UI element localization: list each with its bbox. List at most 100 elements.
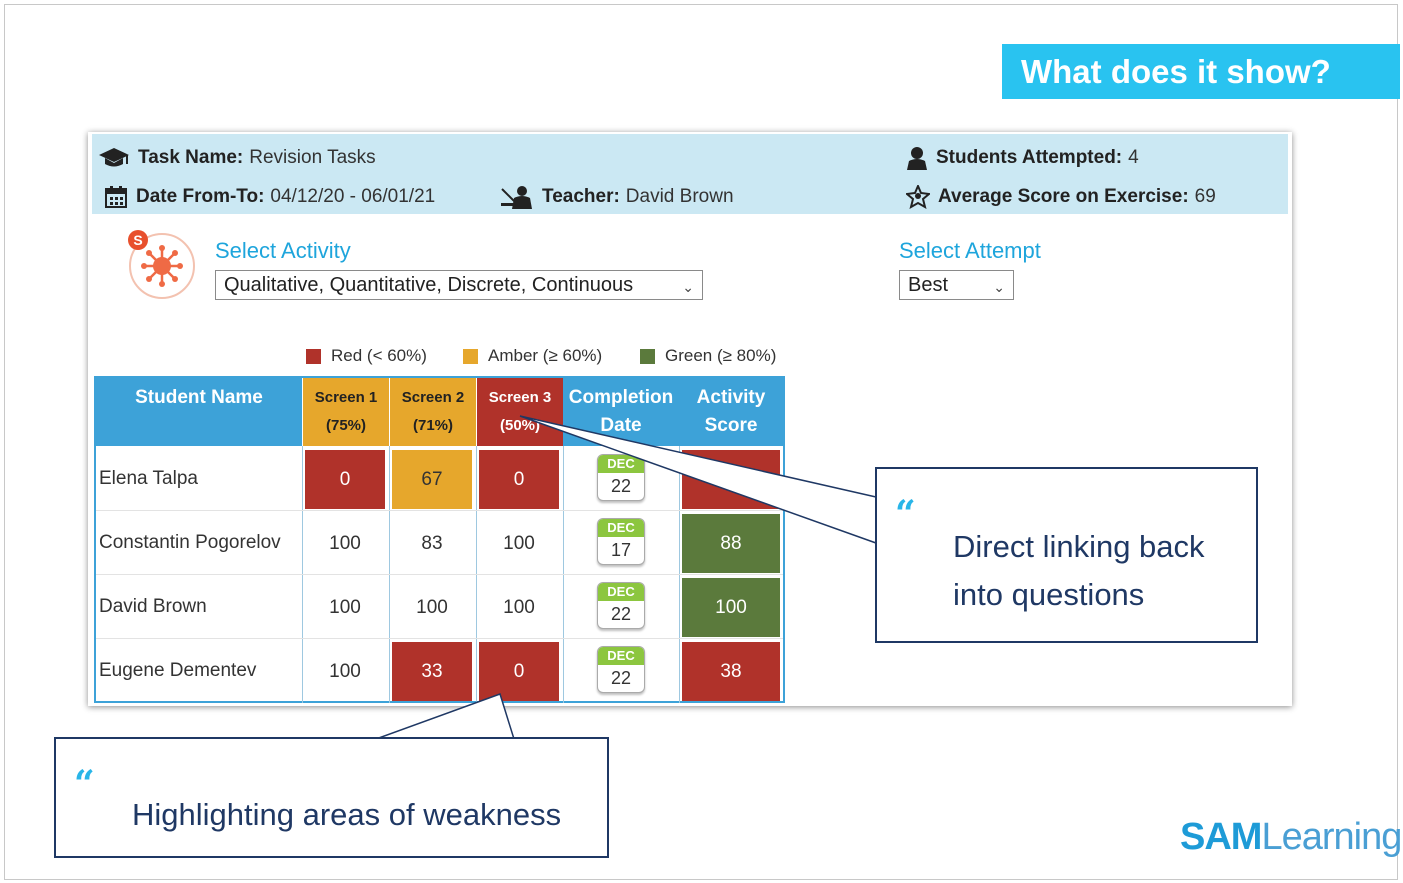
header-student-name: Student Name: [96, 378, 302, 446]
completion-date-calendar: DEC 22: [597, 646, 645, 693]
slide-title: What does it show?: [1002, 44, 1400, 99]
header-screen-3-title: Screen 3: [488, 389, 552, 406]
task-info-bar: Task Name: Revision Tasks Date From-To: …: [92, 134, 1288, 214]
results-table: Student Name Screen 1 (75%) Screen 2 (71…: [94, 376, 785, 703]
task-name-value: Revision Tasks: [249, 147, 376, 168]
legend-red: Red (< 60%): [306, 346, 427, 366]
logo-learning: Learning: [1261, 816, 1402, 858]
header-screen-2-pct: (71%): [412, 417, 453, 434]
header-screen-1-pct: (75%): [325, 417, 366, 434]
screen-1-score-cell[interactable]: 0: [305, 450, 385, 509]
legend-green: Green (≥ 80%): [640, 346, 776, 366]
chevron-down-icon: ⌄: [993, 279, 1005, 295]
legend-amber-label: Amber (≥ 60%): [488, 346, 603, 365]
header-completion-line2: Date: [600, 415, 642, 436]
task-name-label: Task Name:: [138, 147, 244, 168]
weakness-quote-mark: “: [74, 763, 95, 805]
date-range-field: Date From-To: 04/12/20 - 06/01/21: [104, 185, 435, 209]
header-screen-1[interactable]: Screen 1 (75%): [302, 378, 389, 446]
header-screen-1-title: Screen 1: [314, 389, 378, 406]
screen-1-score-cell[interactable]: 100: [329, 660, 361, 682]
row-divider: [96, 574, 783, 575]
screen-1-score-cell[interactable]: 100: [329, 596, 361, 618]
header-completion-line1: Completion: [568, 387, 674, 408]
header-screen-2[interactable]: Screen 2 (71%): [389, 378, 476, 446]
screen-2-score-cell[interactable]: 83: [421, 532, 443, 554]
select-attempt-value: Best: [908, 274, 949, 296]
completion-date-calendar: DEC 22: [597, 582, 645, 629]
linking-quote-mark: “: [895, 493, 916, 535]
screen-2-score-cell[interactable]: 67: [392, 450, 472, 509]
header-completion-date: Completion Date: [563, 378, 679, 446]
students-attempted-field: Students Attempted: 4: [906, 146, 1139, 170]
select-activity-label: Select Activity: [215, 238, 351, 263]
legend-amber-swatch: [463, 348, 478, 364]
date-range-label: Date From-To:: [136, 186, 265, 207]
weakness-callout: “ Highlighting areas of weakness: [54, 737, 609, 858]
linking-callout-line2: into questions: [953, 577, 1145, 612]
logo-sam: SAM: [1180, 816, 1262, 858]
completion-date-calendar: DEC 22: [597, 454, 645, 501]
calendar-day: 22: [610, 668, 632, 688]
calendar-day: 22: [610, 476, 632, 496]
activity-virus-icon: S: [128, 230, 195, 299]
calendar-day: 22: [610, 604, 632, 624]
student-name-cell: Constantin Pogorelov: [99, 532, 281, 553]
header-screen-2-title: Screen 2: [401, 389, 465, 406]
activity-badge-text: S: [133, 232, 142, 248]
star-user-icon: [906, 185, 930, 209]
completion-date-calendar: DEC 17: [597, 518, 645, 565]
activity-score-cell: [682, 450, 780, 509]
select-attempt-label: Select Attempt: [899, 238, 1041, 263]
header-activity-line1: Activity: [696, 387, 766, 408]
task-name-field: Task Name: Revision Tasks: [98, 146, 376, 170]
select-activity-dropdown[interactable]: Qualitative, Quantitative, Discrete, Con…: [215, 270, 703, 300]
calendar-month: DEC: [598, 647, 644, 665]
row-divider: [96, 510, 783, 511]
calendar-month: DEC: [598, 455, 644, 473]
header-screen-3-pct: (50%): [499, 417, 540, 434]
students-attempted-value: 4: [1128, 147, 1139, 168]
average-score-label: Average Score on Exercise:: [938, 186, 1189, 207]
row-divider: [96, 638, 783, 639]
students-attempted-label: Students Attempted:: [936, 147, 1123, 168]
legend-red-label: Red (< 60%): [331, 346, 427, 365]
calendar-icon: [105, 186, 127, 208]
teacher-label: Teacher:: [542, 186, 620, 207]
screen-3-score-cell[interactable]: 100: [503, 532, 535, 554]
calendar-month: DEC: [598, 583, 644, 601]
activity-score-cell: 38: [682, 642, 780, 701]
screen-3-score-cell[interactable]: 0: [479, 642, 559, 701]
select-attempt-dropdown[interactable]: Best ⌄: [899, 270, 1014, 300]
header-screen-3[interactable]: Screen 3 (50%): [476, 378, 563, 446]
graduation-cap-icon: [99, 148, 129, 167]
header-activity-score: Activity Score: [679, 378, 783, 446]
weakness-callout-text: Highlighting areas of weakness: [132, 797, 562, 832]
teacher-icon: [501, 186, 532, 209]
legend-green-swatch: [640, 348, 655, 364]
screen-1-score-cell[interactable]: 100: [329, 532, 361, 554]
screen-3-score-cell[interactable]: 100: [503, 596, 535, 618]
legend-amber: Amber (≥ 60%): [463, 346, 602, 366]
student-name-cell: Elena Talpa: [99, 468, 198, 489]
date-range-value: 04/12/20 - 06/01/21: [270, 186, 436, 207]
linking-callout: “ Direct linking back into questions: [875, 467, 1258, 643]
activity-score-cell: 100: [682, 578, 780, 637]
screen-3-score-cell[interactable]: 0: [479, 450, 559, 509]
average-score-field: Average Score on Exercise: 69: [906, 185, 1216, 209]
average-score-value: 69: [1194, 186, 1216, 207]
chevron-down-icon: ⌄: [682, 279, 694, 295]
header-activity-line2: Score: [704, 415, 758, 436]
user-icon: [907, 147, 927, 170]
activity-score-cell: 88: [682, 514, 780, 573]
select-activity-value: Qualitative, Quantitative, Discrete, Con…: [224, 274, 634, 296]
header-student-name-text: Student Name: [135, 387, 263, 408]
calendar-month: DEC: [598, 519, 644, 537]
teacher-value: David Brown: [625, 186, 734, 207]
calendar-day: 17: [610, 540, 632, 560]
screen-2-score-cell[interactable]: 33: [392, 642, 472, 701]
student-name-cell: David Brown: [99, 596, 207, 617]
legend-green-label: Green (≥ 80%): [665, 346, 777, 365]
legend-red-swatch: [306, 348, 321, 364]
screen-2-score-cell[interactable]: 100: [416, 596, 448, 618]
